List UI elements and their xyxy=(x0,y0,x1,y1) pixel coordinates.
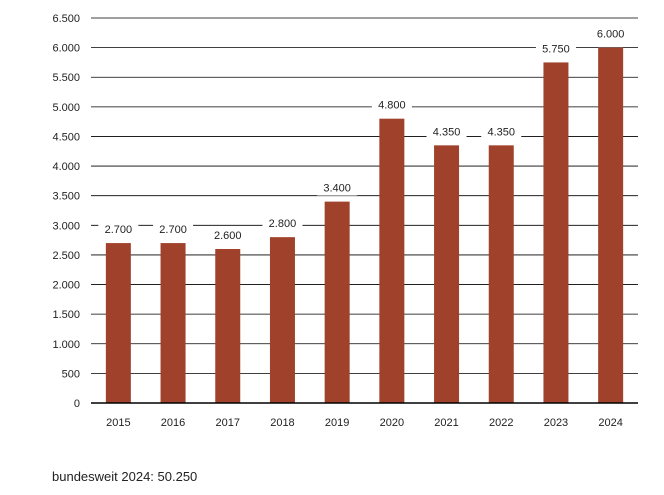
x-tick-label: 2023 xyxy=(544,417,568,429)
x-tick-label: 2016 xyxy=(161,417,185,429)
x-tick-label: 2021 xyxy=(434,417,458,429)
bar xyxy=(488,145,514,403)
data-label-background xyxy=(153,222,194,238)
data-label: 2.700 xyxy=(105,224,133,236)
x-tick-label: 2019 xyxy=(325,417,349,429)
bar xyxy=(543,62,569,404)
y-tick-label: 500 xyxy=(62,368,80,380)
bar xyxy=(160,243,186,403)
data-label: 4.350 xyxy=(487,126,515,138)
x-axis-tick-labels: 2015 2016 2017 2018 2019 2020 2021 2022 2023 2024 xyxy=(106,417,623,429)
y-tick-label: 5.500 xyxy=(52,72,80,84)
data-labels: 2.700 2.700 2.600 2.800 3.400 4.800 4.350 4.350… xyxy=(98,26,631,243)
data-label-background xyxy=(317,180,358,196)
y-axis-tick-labels: 0 500 1.000 1.500 2.000 2.500 3.000 3.500 4.000 4… xyxy=(52,13,80,410)
y-tick-label: 1.000 xyxy=(52,339,80,351)
data-label-background xyxy=(98,222,139,238)
data-label: 2.600 xyxy=(214,230,242,242)
y-tick-label: 6.000 xyxy=(52,43,80,55)
x-tick-label: 2015 xyxy=(106,417,130,429)
y-tick-label: 5.000 xyxy=(52,102,80,114)
bar xyxy=(324,201,350,403)
y-tick-label: 6.500 xyxy=(52,13,80,25)
bar xyxy=(379,118,405,403)
y-tick-label: 4.500 xyxy=(52,131,80,143)
data-label: 3.400 xyxy=(323,183,351,195)
data-label: 5.750 xyxy=(542,43,570,55)
data-label-background xyxy=(426,124,467,140)
bar-chart: 0 500 1.000 1.500 2.000 2.500 3.000 3.500 4.000 4… xyxy=(52,13,638,429)
data-label: 6.000 xyxy=(597,29,625,41)
bar xyxy=(269,237,295,403)
data-label-background xyxy=(481,124,522,140)
y-tick-label: 2.000 xyxy=(52,280,80,292)
bar xyxy=(598,47,624,403)
y-tick-label: 2.500 xyxy=(52,250,80,262)
data-label-background xyxy=(590,26,631,42)
x-tick-label: 2017 xyxy=(216,417,240,429)
data-label-background xyxy=(371,97,412,113)
data-label: 2.700 xyxy=(159,224,187,236)
bar xyxy=(434,145,460,403)
data-label-background xyxy=(535,41,576,57)
y-tick-label: 3.500 xyxy=(52,191,80,203)
data-label: 4.800 xyxy=(378,100,406,112)
data-label: 4.350 xyxy=(433,126,461,138)
bars xyxy=(105,47,624,404)
footnote: bundesweit 2024: 50.250 xyxy=(52,469,198,484)
data-label-background xyxy=(207,228,248,243)
bar xyxy=(105,243,131,403)
y-tick-label: 0 xyxy=(74,398,80,410)
x-tick-label: 2024 xyxy=(598,417,622,429)
x-tick-label: 2018 xyxy=(270,417,294,429)
y-tick-label: 3.000 xyxy=(52,220,80,232)
data-label-background xyxy=(262,216,303,232)
x-tick-label: 2020 xyxy=(380,417,404,429)
x-tick-label: 2022 xyxy=(489,417,513,429)
data-label: 2.800 xyxy=(269,218,297,230)
y-tick-label: 1.500 xyxy=(52,309,80,321)
y-tick-label: 4.000 xyxy=(52,161,80,173)
bar xyxy=(215,249,241,403)
